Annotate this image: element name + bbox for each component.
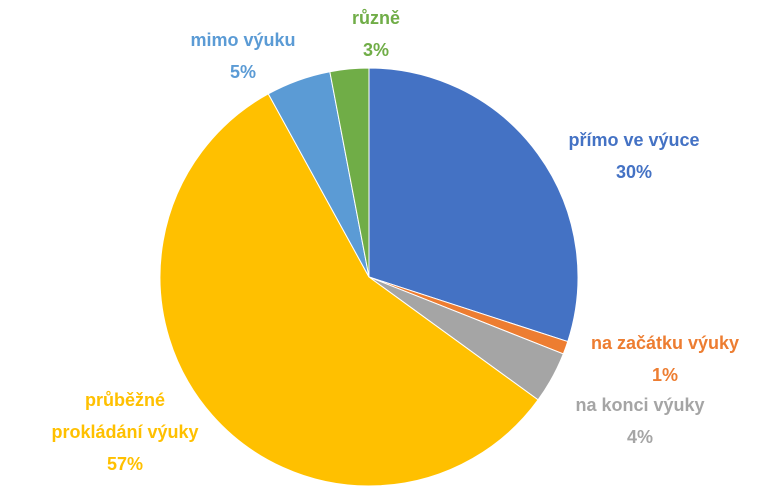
value-label: 1%	[651, 365, 678, 385]
pie-slice	[368, 67, 579, 343]
pie-slice	[159, 93, 539, 486]
slice-label: na konci výuky 4%	[540, 389, 740, 453]
value-label: 5%	[229, 62, 256, 82]
value-label: 57%	[106, 454, 144, 474]
category-name: přímo ve výuce	[568, 130, 700, 150]
slice-label: přímo ve výuce 30%	[534, 124, 734, 188]
category-name: různě	[351, 8, 400, 28]
slice-label: na začátku výuky 1%	[565, 327, 764, 391]
category-name: mimo výuku	[190, 30, 296, 50]
slice-label: mimo výuku 5%	[163, 24, 323, 88]
category-name: průběžné prokládání výuky	[51, 390, 199, 442]
value-label: 3%	[362, 40, 389, 60]
value-label: 30%	[615, 162, 653, 182]
value-label: 4%	[626, 427, 653, 447]
slice-label: různě 3%	[326, 2, 426, 66]
category-name: na začátku výuky	[590, 333, 740, 353]
pie-slice	[329, 67, 370, 278]
slice-label: průběžné prokládání výuky 57%	[40, 384, 210, 480]
category-name: na konci výuky	[575, 395, 705, 415]
